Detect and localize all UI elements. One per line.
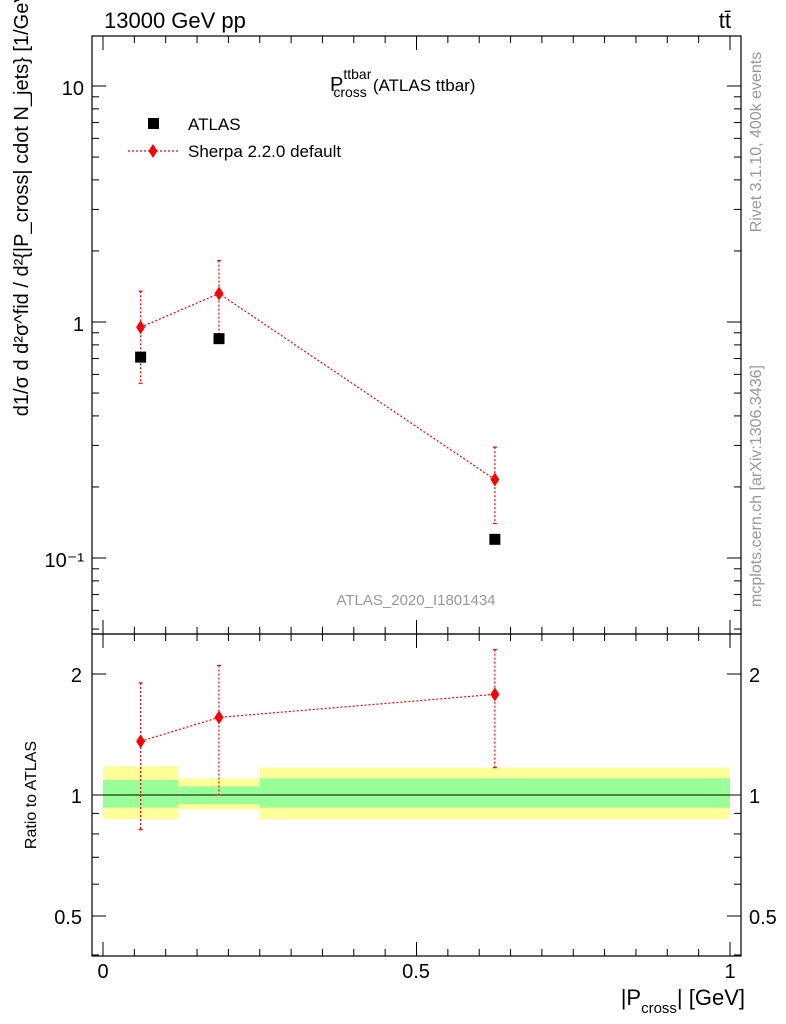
x-tick-label-0: 0	[97, 961, 108, 983]
y-tick-label-10: 10	[62, 78, 84, 100]
sherpa-point	[136, 320, 146, 335]
legend: ATLAS Sherpa 2.2.0 default	[128, 115, 341, 161]
main-title-sub: cross	[333, 84, 366, 100]
ratio-band-inner	[259, 778, 730, 808]
x-tick-label-1: 1	[724, 961, 735, 983]
mcplots-reference-label: mcplots.cern.ch [arXiv:1306.3436]	[748, 365, 765, 607]
ratio-uncertainty-bands	[103, 766, 730, 820]
y-tick-label-1: 1	[73, 314, 84, 336]
ratio-panel: 0.5 1 2 0.5 1 2 Ratio to ATLAS 0 0.5 1 |…	[23, 633, 777, 1017]
x-axis-label-sub: cross	[641, 1000, 677, 1017]
ratio-y-tick-label-right-1: 1	[749, 786, 760, 808]
atlas-point	[135, 351, 147, 363]
main-panel: 10⁻¹ 1 10 Pttbar cross (ATLAS ttbar) d1/σ …	[11, 0, 742, 635]
ratio-y-tick-label-1: 1	[71, 786, 82, 808]
rivet-version-label: Rivet 3.1.10, 400k events	[748, 52, 765, 233]
legend-marker-atlas	[148, 118, 159, 129]
header-right: tt̄	[719, 8, 731, 33]
ratio-y-tick-label-right-0.5: 0.5	[749, 907, 777, 929]
ratio-y-tick-label-0.5: 0.5	[54, 907, 82, 929]
x-axis-label-main: |P	[621, 985, 641, 1010]
legend-marker-sherpa	[148, 144, 158, 158]
ratio-sherpa-point	[136, 734, 146, 749]
main-y-axis-label: d1/σ d d²σ^fid / d²{|P_cross| cdot N_jet…	[11, 0, 33, 416]
main-x-ticks	[102, 36, 731, 634]
ratio-data-marks	[136, 649, 500, 831]
x-axis-label: |Pcross| [GeV]	[621, 985, 745, 1017]
atlas-point	[213, 333, 225, 345]
main-title-suffix: (ATLAS ttbar)	[373, 76, 476, 95]
sherpa-point	[490, 472, 500, 487]
atlas-point	[489, 533, 501, 545]
header-left: 13000 GeV pp	[104, 8, 246, 33]
x-axis-label-suffix: | [GeV]	[677, 985, 745, 1010]
ratio-y-ticks	[92, 673, 741, 956]
ratio-sherpa-point	[490, 687, 500, 702]
ratio-sherpa-line	[140, 693, 495, 742]
main-data-marks	[135, 260, 501, 545]
main-title-sup: ttbar	[343, 66, 371, 82]
main-title-p: P	[330, 74, 343, 96]
x-tick-label-0.5: 0.5	[402, 961, 430, 983]
main-y-ticks	[92, 85, 741, 630]
ratio-y-tick-label-right-2: 2	[749, 665, 760, 687]
ratio-y-tick-label-2: 2	[71, 665, 82, 687]
ratio-y-axis-label: Ratio to ATLAS	[23, 741, 40, 849]
y-tick-label-0.1: 10⁻¹	[45, 550, 85, 572]
sherpa-point	[214, 286, 224, 301]
ratio-x-ticks	[102, 634, 731, 956]
ratio-sherpa-point	[214, 710, 224, 725]
legend-label-sherpa: Sherpa 2.2.0 default	[188, 142, 341, 161]
analysis-watermark: ATLAS_2020_I1801434	[336, 592, 495, 609]
main-title: Pttbar cross (ATLAS ttbar)	[330, 66, 475, 100]
sherpa-line	[140, 292, 496, 481]
legend-label-atlas: ATLAS	[188, 115, 241, 134]
